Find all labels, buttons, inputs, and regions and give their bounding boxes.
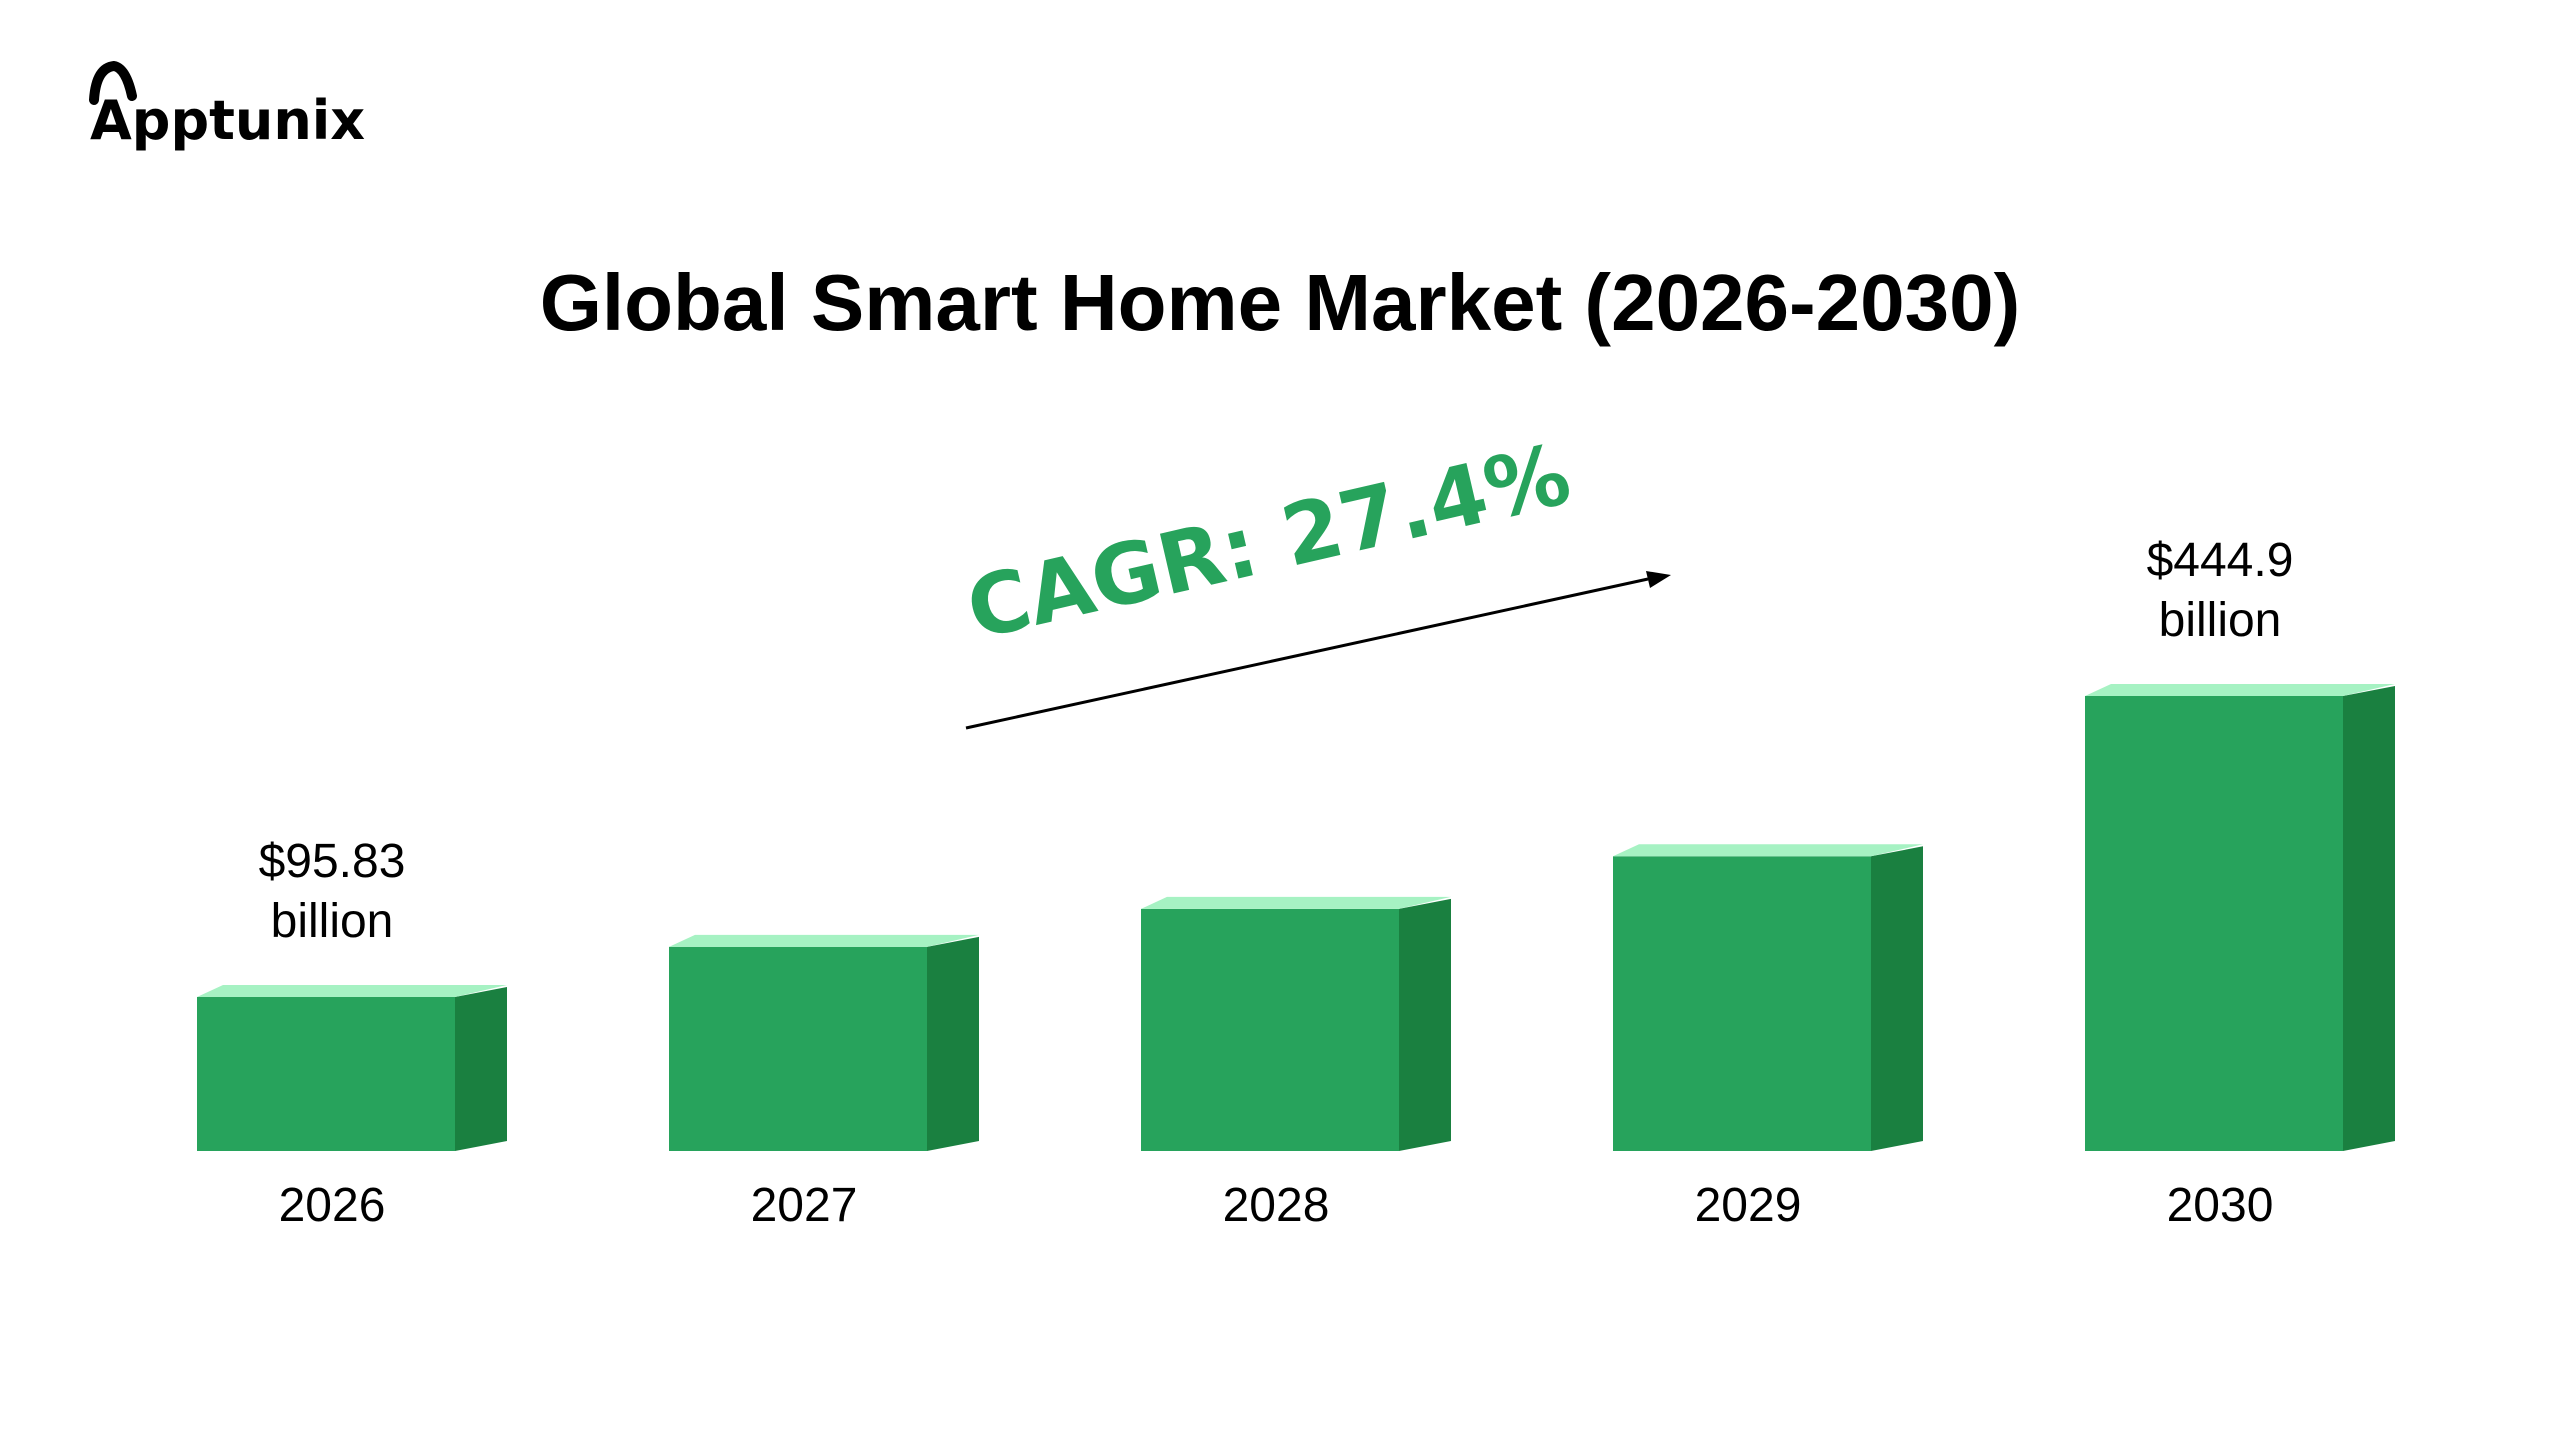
bar-top-2026 <box>197 985 507 997</box>
x-axis-ticks: 2026 2027 2028 2029 2030 <box>279 1179 2274 1232</box>
bar-side-2029 <box>1871 846 1923 1151</box>
data-label-amount: $95.83 <box>259 835 406 888</box>
bar-2029 <box>1613 844 1923 1151</box>
data-labels: $95.83 billion $444.9 billion <box>259 534 2294 948</box>
bar-top-2028 <box>1141 896 1451 909</box>
data-label-2026: $95.83 billion <box>259 835 406 948</box>
bar-series <box>197 684 2395 1151</box>
logo-mark-icon <box>89 60 137 105</box>
data-label-unit: billion <box>271 895 394 948</box>
bar-side-2030 <box>2343 686 2395 1151</box>
tick-label-2029: 2029 <box>1695 1179 1802 1232</box>
tick-label-2030: 2030 <box>2167 1179 2274 1232</box>
bar-2027 <box>669 934 979 1151</box>
cagr-label: CAGR: 27.4% <box>958 425 1579 659</box>
bar-side-2026 <box>455 987 507 1151</box>
cagr-annotation: CAGR: 27.4% <box>958 425 1671 730</box>
data-label-2030: $444.9 billion <box>2147 534 2294 647</box>
bar-side-2028 <box>1399 898 1451 1151</box>
tick-label-2026: 2026 <box>279 1179 386 1232</box>
bar-2028 <box>1141 896 1451 1151</box>
bar-front-2030 <box>2085 696 2343 1151</box>
bar-2026 <box>197 985 507 1151</box>
bar-side-2027 <box>927 936 979 1151</box>
trend-arrow-line <box>965 577 1649 730</box>
bar-top-2027 <box>669 934 979 947</box>
bar-front-2028 <box>1141 908 1399 1151</box>
tick-label-2027: 2027 <box>751 1179 858 1232</box>
chart-title: Global Smart Home Market (2026-2030) <box>540 258 2021 347</box>
data-label-unit: billion <box>2159 594 2282 647</box>
tick-label-2028: 2028 <box>1223 1179 1330 1232</box>
brand-logo: Apptunix <box>89 60 365 152</box>
brand-name: Apptunix <box>90 89 365 152</box>
bar-2030 <box>2085 684 2395 1151</box>
bar-front-2027 <box>669 946 927 1151</box>
bar-front-2026 <box>197 997 455 1151</box>
bar-top-2029 <box>1613 844 1923 857</box>
bar-top-2030 <box>2085 684 2395 696</box>
bar-front-2029 <box>1613 856 1871 1151</box>
data-label-amount: $444.9 <box>2147 534 2294 587</box>
trend-arrow-head-icon <box>1646 571 1671 588</box>
